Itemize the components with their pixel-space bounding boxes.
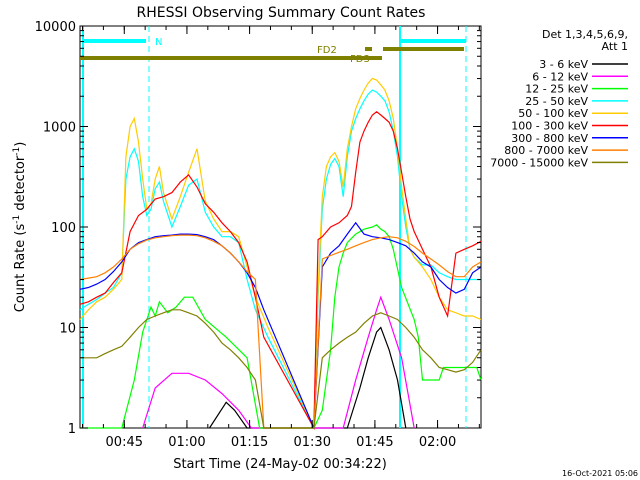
y-tick-label: 100: [51, 221, 76, 236]
timestamp: 16-Oct-2021 05:06: [562, 469, 638, 478]
series-line-4: [79, 89, 481, 429]
legend-header-1: Det 1,3,4,5,6,9,: [542, 28, 628, 41]
x-tick-label: 01:15: [231, 435, 268, 450]
series-line-7: [79, 221, 482, 429]
legend-label: 800 - 7000 keV: [504, 144, 588, 157]
series-line-6: [79, 111, 482, 431]
x-tick-label: 00:45: [106, 435, 143, 450]
legend-label: 100 - 300 keV: [511, 120, 588, 133]
fd2-label: FD2: [317, 45, 337, 56]
y-tick-label: 10000: [35, 20, 76, 35]
x-axis-label: Start Time (24-May-02 00:34:22): [173, 457, 387, 472]
series-line-9: [80, 309, 482, 429]
legend-label: 6 - 12 keV: [532, 70, 588, 83]
night-label: N: [155, 37, 162, 48]
series-line-5: [79, 77, 482, 429]
y-tick-label: 1: [68, 422, 76, 437]
x-tick-label: 02:00: [419, 435, 456, 450]
series-group: [79, 77, 482, 431]
y-tick-label: 10: [59, 322, 76, 337]
y-tick-label: 1000: [43, 121, 76, 136]
series-line-3: [80, 224, 482, 429]
series-line-1: [208, 326, 407, 429]
observation-bars: N: [82, 26, 467, 428]
x-axis: 00:45 01:00 01:15 01:30 01:45 02:00: [82, 26, 480, 450]
series-line-8: [79, 234, 482, 429]
chart-title: RHESSI Observing Summary Count Rates: [137, 5, 426, 21]
legend-label: 50 - 100 keV: [518, 107, 588, 120]
legend-label: 3 - 6 keV: [539, 58, 588, 71]
fd-bars: FD2 FD3: [80, 45, 464, 65]
legend-label: 12 - 25 keV: [525, 83, 588, 96]
legend-label: 7000 - 15000 keV: [490, 156, 588, 169]
x-tick-label: 01:30: [294, 435, 331, 450]
legend-label: 25 - 50 keV: [525, 95, 588, 108]
x-tick-label: 01:45: [356, 435, 393, 450]
y-axis-label: Count Rate (s-1 detector-1): [12, 142, 28, 313]
legend-label: 300 - 800 keV: [511, 132, 588, 145]
x-tick-label: 01:00: [168, 435, 205, 450]
legend-header-2: Att 1: [602, 40, 628, 53]
fd3-label: FD3: [350, 54, 370, 65]
y-axis: 1 10 100 1000 10000: [35, 20, 481, 437]
